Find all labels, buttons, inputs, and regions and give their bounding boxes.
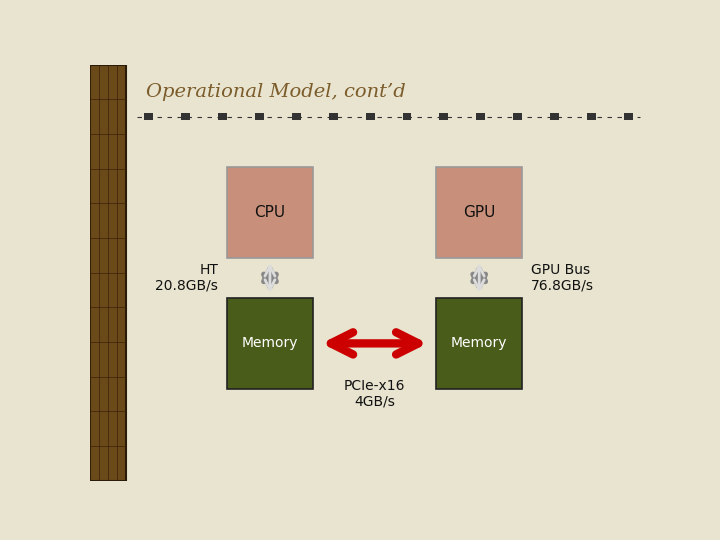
Text: GPU Bus
76.8GB/s: GPU Bus 76.8GB/s [531, 263, 594, 293]
Text: HT
20.8GB/s: HT 20.8GB/s [156, 263, 218, 293]
Bar [218, 113, 227, 120]
Text: Operational Model, cont’d: Operational Model, cont’d [145, 83, 405, 101]
Text: CPU: CPU [254, 205, 286, 220]
Text: PCIe-x16
4GB/s: PCIe-x16 4GB/s [344, 379, 405, 409]
Text: Memory: Memory [242, 336, 298, 350]
Bar [366, 113, 374, 120]
Bar [477, 113, 485, 120]
Bar [436, 167, 523, 258]
Bar [227, 298, 313, 389]
Bar [227, 167, 313, 258]
Bar [144, 113, 153, 120]
Bar [550, 113, 559, 120]
Bar [255, 113, 264, 120]
Bar [329, 113, 338, 120]
Text: Memory: Memory [451, 336, 508, 350]
Bar [513, 113, 522, 120]
Bar [587, 113, 596, 120]
Bar [90, 65, 126, 481]
Bar [439, 113, 449, 120]
Bar [624, 113, 633, 120]
Bar [181, 113, 190, 120]
Bar [436, 298, 523, 389]
Text: GPU: GPU [463, 205, 495, 220]
Bar [292, 113, 301, 120]
Bar [402, 113, 411, 120]
